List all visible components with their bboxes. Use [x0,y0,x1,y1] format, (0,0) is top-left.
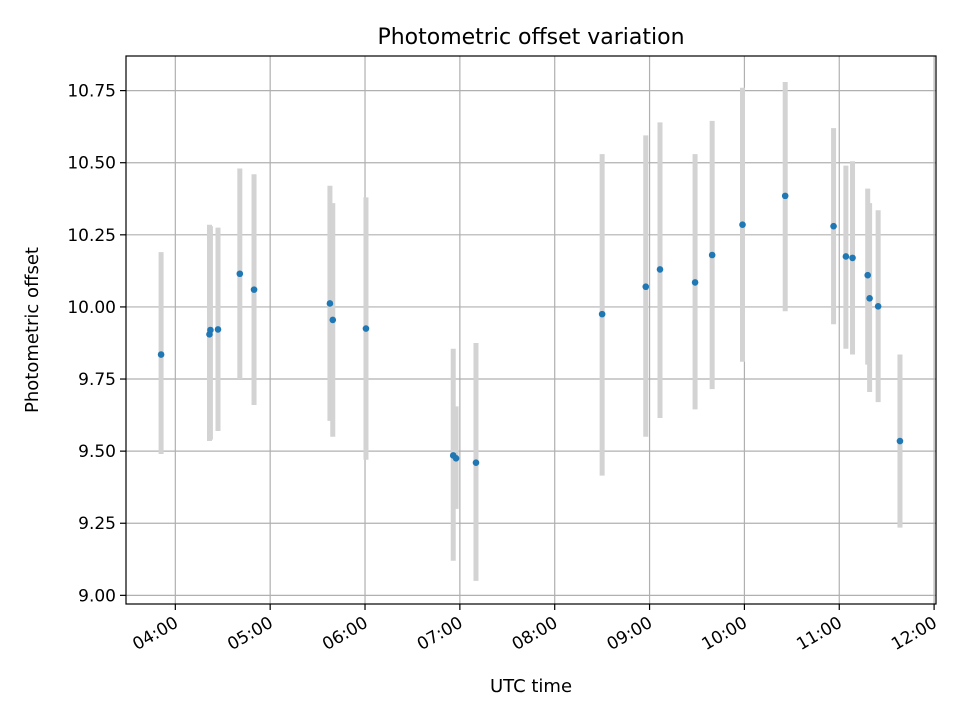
data-point [708,251,716,259]
y-axis-ticks: 9.00 9.25 9.50 9.75 10.00 10.25 10.50 10.75 [67,82,126,606]
data-point [329,316,337,324]
data-point [691,279,699,286]
data-points [157,192,904,466]
data-point [472,459,480,466]
data-point [157,351,165,358]
data-point [326,300,334,307]
y-tick-label: 9.75 [78,370,116,390]
data-point [842,253,850,260]
y-tick-label: 9.25 [78,514,116,534]
x-axis-label: UTC time [490,676,572,697]
data-point [214,326,222,333]
y-axis-label: Photometric offset [22,247,43,413]
y-tick-label: 10.25 [67,226,116,246]
y-tick-label: 9.00 [78,586,116,606]
data-point [874,303,882,310]
data-point [830,222,837,230]
plot-frame [125,55,937,605]
y-tick-label: 10.00 [67,298,116,318]
data-point [598,310,606,318]
data-point [896,437,904,445]
data-point [656,266,664,273]
data-point [207,326,214,334]
grid-lines [126,56,936,604]
data-point [362,325,370,332]
data-point [849,254,856,262]
data-point [452,455,460,462]
y-tick-label: 10.75 [67,82,116,102]
data-point [250,286,258,293]
data-point [739,221,746,229]
chart-title: Photometric offset variation [377,25,684,50]
y-tick-label: 9.50 [78,442,116,462]
data-point [236,270,244,278]
data-point [864,271,872,279]
y-tick-label: 10.50 [67,154,116,174]
data-point [781,192,789,200]
data-point [866,294,873,302]
data-point [642,283,650,291]
